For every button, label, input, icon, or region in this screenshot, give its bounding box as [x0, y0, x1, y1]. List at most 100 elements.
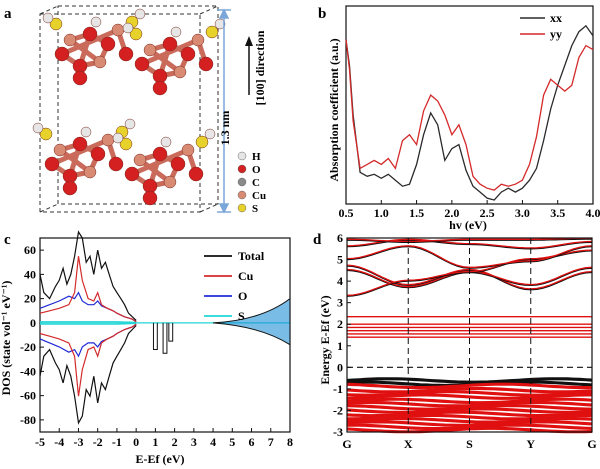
atom-h [124, 118, 136, 130]
d-y-tick-label: 0 [337, 360, 343, 374]
atom-o [124, 166, 140, 182]
c-x-tick-label: -1 [112, 435, 122, 449]
atom-o [142, 190, 158, 206]
atom-h [214, 18, 226, 30]
c-x-axis-label: E-Ef (eV) [136, 452, 185, 466]
b-y-axis-label: Absorption coefficient (a.u.) [327, 38, 341, 181]
atom-o [118, 46, 134, 62]
d-valence-band [346, 414, 593, 420]
c-legend-label-Total: Total [238, 249, 265, 263]
b-x-tick-label: 1.0 [374, 206, 389, 220]
atom-o [54, 46, 70, 62]
legend-label-h: H [252, 151, 261, 163]
panel-b-absorption: b Absorption coefficient (a.u.) hv (eV) … [318, 5, 600, 232]
panel-a-letter: a [4, 6, 12, 22]
c-x-tick-label: -4 [54, 435, 64, 449]
legend-marker-s [237, 203, 247, 213]
legend-label-cu: Cu [252, 190, 266, 202]
atom-h [42, 12, 54, 24]
direction-label: [100] direction [253, 30, 267, 105]
atom-cu [173, 65, 187, 79]
d-y-tick-label: -1 [333, 382, 343, 396]
legend-label-c: C [252, 177, 260, 189]
c-plot-area: -5 -4 -3 -2 -1 0 1 2 3 4 5 6 7 86040200-20-40-60-80To… [20, 230, 293, 449]
c-y-tick-label: 0 [30, 316, 36, 330]
d-conduction-band [346, 245, 593, 268]
c-x-tick-label: -5 [35, 435, 45, 449]
d-valence-band [346, 421, 593, 426]
d-y-tick-label: -2 [333, 403, 343, 417]
legend-marker-c [237, 177, 247, 187]
c-x-tick-label: -3 [73, 435, 83, 449]
atom-o [108, 156, 124, 172]
atom-o [44, 156, 60, 172]
atom-o [72, 136, 88, 152]
atom-o [90, 146, 106, 162]
d-y-axis-label: Energy E-Ef (eV) [318, 295, 332, 384]
atom-s [39, 127, 53, 141]
b-series-yy [345, 39, 594, 191]
d-y-tick-label: -3 [333, 425, 343, 439]
atom-cu [63, 33, 77, 47]
b-legend-label-xx: xx [550, 11, 562, 25]
d-valence-band [346, 401, 593, 407]
c-y-tick-label: 40 [24, 267, 36, 281]
c-x-tick-label: -2 [93, 435, 103, 449]
c-x-tick-label: 3 [191, 435, 197, 449]
d-valence-band [346, 382, 592, 388]
legend-marker-cu [237, 190, 247, 200]
panel-c-letter: c [4, 232, 11, 248]
atom-o [100, 36, 116, 52]
atom-s [195, 135, 209, 149]
atom-h [170, 26, 182, 38]
d-y-tick-label: 3 [337, 296, 343, 310]
c-x-tick-label: 8 [287, 435, 293, 449]
atom-cu [93, 55, 107, 69]
c-x-tick-label: 7 [268, 435, 274, 449]
d-y-tick-label: 6 [337, 231, 343, 245]
c-legend-label-Cu: Cu [238, 269, 254, 283]
atom-cu [133, 153, 147, 167]
c-y-axis-label: DOS (state vol⁻¹ eV⁻¹) [0, 281, 13, 396]
atom-cu [191, 33, 205, 47]
c-y-tick-label: 20 [24, 292, 36, 306]
c-peak [152, 322, 158, 351]
atom-h [204, 128, 216, 140]
b-x-tick-label: 3.5 [550, 206, 565, 220]
b-x-tick-label: 1.5 [409, 206, 424, 220]
atom-o [180, 46, 196, 62]
atom-h [122, 22, 134, 34]
b-x-tick-label: 0.5 [339, 206, 354, 220]
atom-s [49, 17, 63, 31]
atom-cu [53, 143, 67, 157]
atom-s [205, 25, 219, 39]
c-series-down-S [40, 322, 137, 325]
atom-h [160, 136, 172, 148]
molecule-structure [32, 8, 226, 206]
d-y-tick-label: 5 [337, 253, 343, 267]
d-x-tick-label: X [404, 437, 413, 451]
d-valence-band [346, 420, 593, 426]
atom-o [170, 156, 186, 172]
d-x-tick-label: G [342, 437, 351, 451]
atom-o [152, 146, 168, 162]
c-series-up-S [40, 321, 137, 323]
unit-cell-box [39, 5, 219, 213]
d-y-tick-label: 4 [337, 274, 343, 288]
c-conduction-tail [213, 297, 291, 346]
atom-o [162, 36, 178, 52]
d-valence-band [346, 384, 593, 390]
d-x-tick-label: G [587, 437, 596, 451]
atom-h [112, 132, 124, 144]
d-valence-band [346, 404, 593, 410]
atom-cu [101, 133, 115, 147]
atom-cu [111, 23, 125, 37]
c-series-up-Cu [39, 256, 137, 323]
d-y-tick-label: 2 [337, 317, 343, 331]
d-valence-band [346, 405, 592, 410]
c-x-tick-label: 0 [133, 435, 139, 449]
c-series-down-Cu [39, 323, 137, 397]
